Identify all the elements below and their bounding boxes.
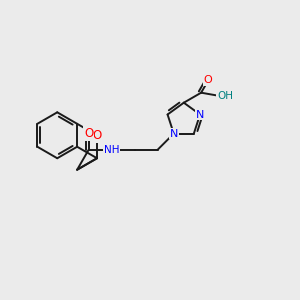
Text: O: O	[204, 76, 213, 85]
Text: NH: NH	[104, 145, 119, 155]
Text: N: N	[196, 110, 204, 119]
Text: O: O	[92, 129, 102, 142]
Text: O: O	[84, 127, 93, 140]
Text: OH: OH	[217, 91, 233, 100]
Text: N: N	[169, 129, 178, 139]
